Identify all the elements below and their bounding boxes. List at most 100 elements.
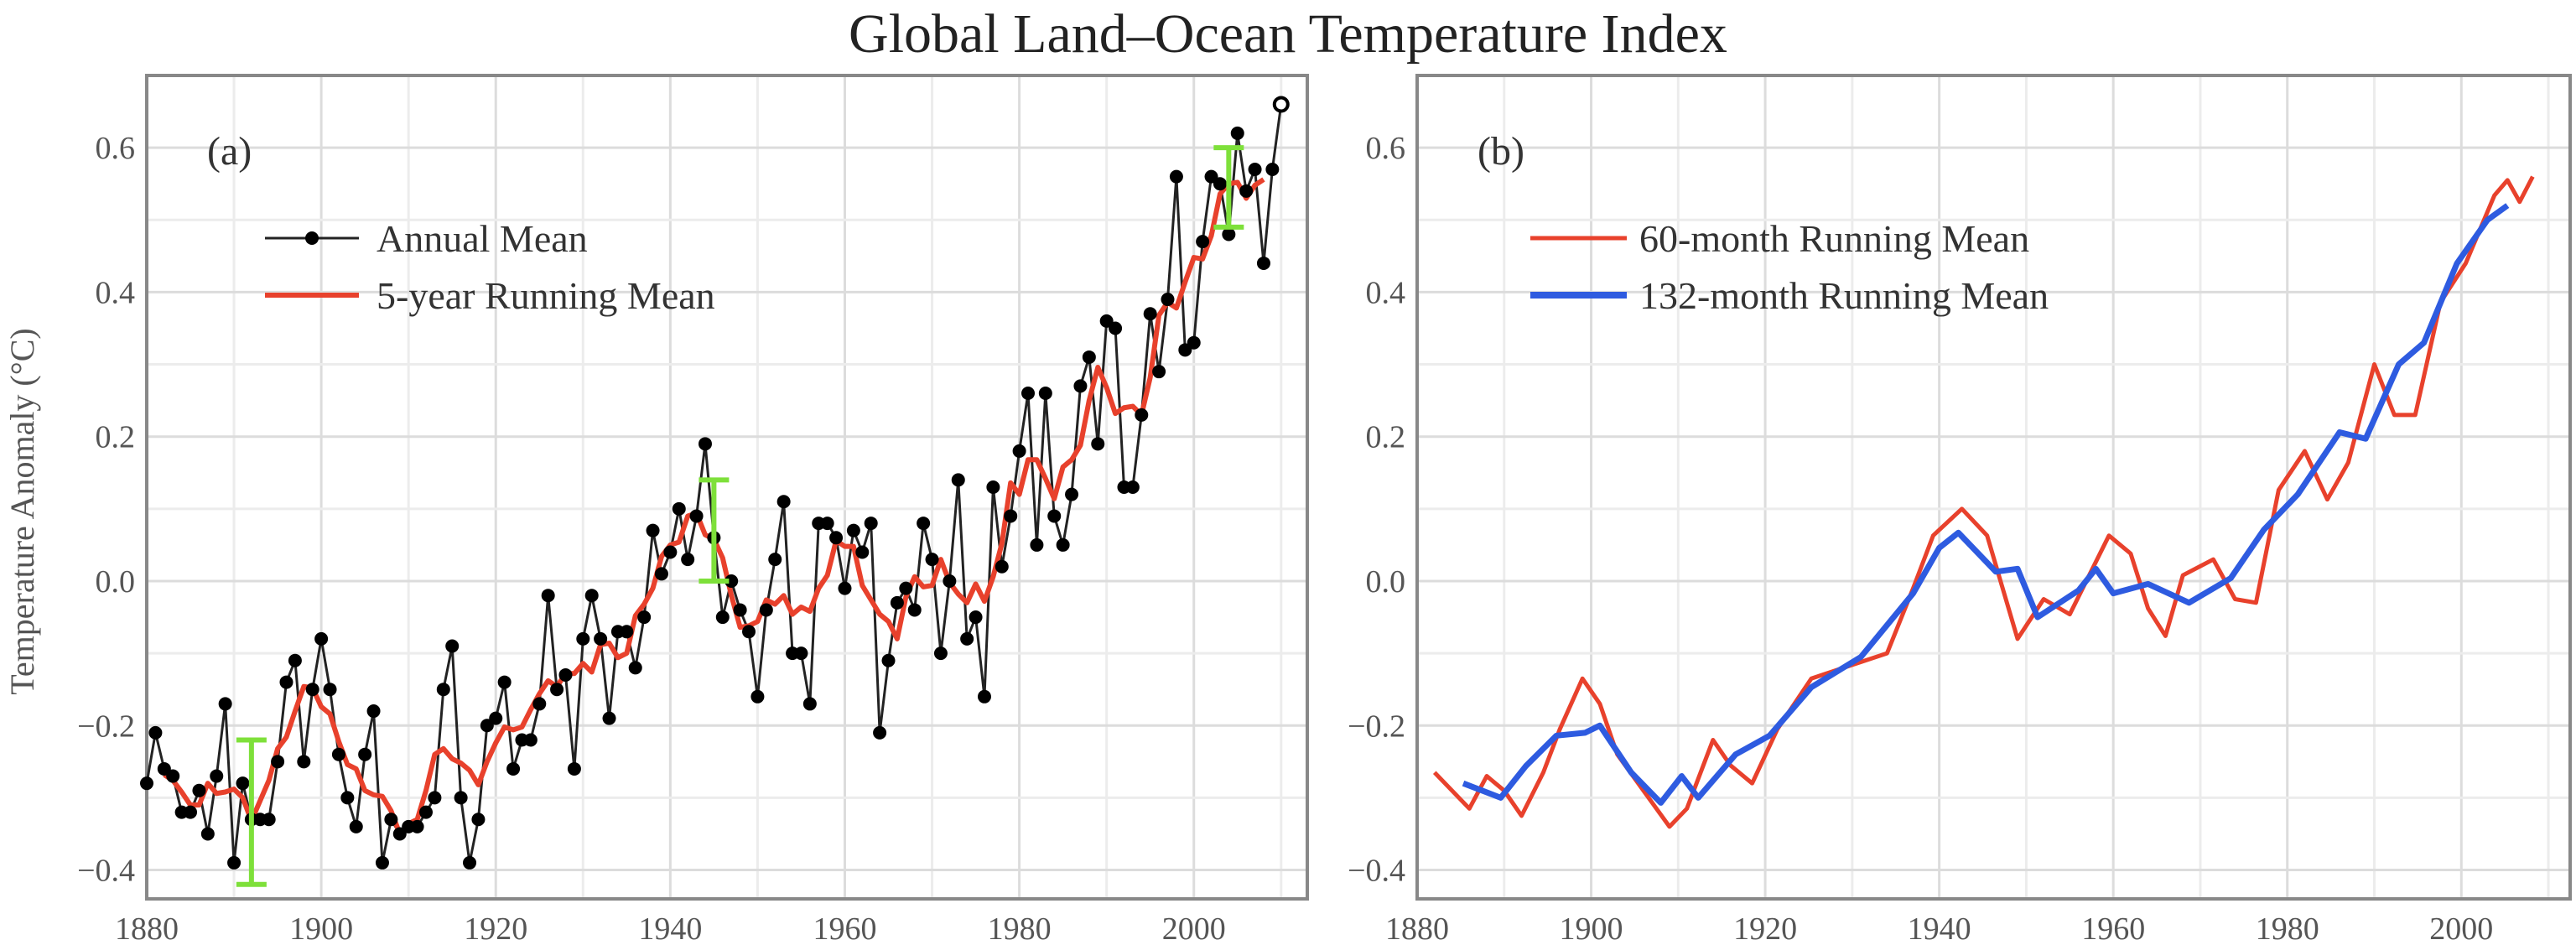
annual-mean-point — [279, 675, 293, 689]
annual-mean-point — [637, 610, 652, 625]
annual-mean-point — [1187, 335, 1201, 350]
annual-mean-point — [271, 755, 285, 769]
x-tick-label: 1880 — [1385, 911, 1449, 945]
x-tick-label: 1940 — [1908, 911, 1971, 945]
annual-mean-point — [323, 683, 337, 697]
annual-mean-point — [305, 683, 319, 697]
annual-mean-point — [594, 631, 608, 646]
annual-mean-point — [1230, 126, 1244, 140]
annual-mean-point — [802, 697, 817, 711]
annual-mean-point — [375, 855, 389, 870]
annual-mean-point — [768, 553, 782, 567]
annual-mean-point — [428, 791, 442, 805]
annual-mean-point — [899, 581, 913, 595]
legend-label: 60-month Running Mean — [1639, 217, 2029, 260]
annual-mean-point — [1047, 509, 1062, 523]
y-tick-label: 0.0 — [1366, 564, 1406, 600]
annual-mean-point — [1213, 177, 1227, 191]
legend-label: 5-year Running Mean — [377, 274, 715, 317]
annual-mean-point — [977, 689, 991, 704]
annual-mean-point — [567, 761, 581, 776]
annual-mean-point — [750, 689, 765, 704]
plot-frame — [1415, 74, 2572, 901]
annual-mean-point — [689, 509, 704, 523]
x-tick-label: 1960 — [813, 911, 876, 945]
annual-mean-point — [672, 501, 686, 516]
y-tick-label: −0.2 — [1348, 709, 1405, 744]
annual-mean-point — [184, 805, 198, 819]
y-tick-label: −0.4 — [77, 854, 135, 889]
legend-annual-marker — [305, 231, 319, 245]
x-tick-label: 1980 — [2256, 911, 2319, 945]
annual-mean-point — [881, 653, 896, 667]
annual-mean-point — [907, 603, 922, 617]
annual-mean-point — [943, 574, 957, 588]
annual-mean-point — [1169, 169, 1183, 184]
annual-mean-point — [297, 755, 311, 769]
y-tick-label: 0.2 — [96, 420, 136, 455]
annual-mean-point — [1065, 487, 1079, 501]
annual-mean-point — [820, 517, 834, 531]
annual-mean-point — [917, 517, 931, 531]
x-tick-label: 1920 — [464, 911, 527, 945]
annual-mean-point — [1272, 96, 1290, 113]
panel-label: (b) — [1478, 129, 1524, 174]
annual-mean-point — [1038, 387, 1052, 401]
annual-mean-point — [1222, 227, 1236, 241]
annual-mean-point — [584, 589, 599, 603]
annual-mean-point — [742, 625, 756, 639]
plot-frame — [145, 74, 1309, 901]
annual-mean-point — [436, 683, 450, 697]
annual-mean-point — [418, 805, 433, 819]
annual-mean-point — [210, 769, 224, 783]
annual-mean-point — [681, 553, 695, 567]
x-tick-label: 1940 — [638, 911, 702, 945]
annual-mean-point — [1030, 537, 1044, 552]
panel-b: 1880 1900 1920 1940 1960 1980 2000 −0.4 −0.2 0.0 0… — [1348, 74, 2572, 945]
y-tick-label: −0.4 — [1348, 854, 1405, 889]
annual-mean-point — [218, 697, 232, 711]
y-axis-label: Temperature Anomaly (°C) — [3, 328, 41, 695]
x-tick-label: 1960 — [2081, 911, 2145, 945]
annual-mean-point — [1239, 184, 1254, 198]
annual-mean-point — [890, 595, 904, 610]
panel-label: (a) — [207, 129, 252, 174]
y-tick-label: −0.2 — [77, 709, 135, 744]
running-mean-60-month-line — [1432, 175, 2535, 829]
annual-mean-point — [995, 559, 1009, 574]
annual-mean-point — [384, 813, 398, 827]
annual-mean-point — [1256, 256, 1270, 270]
annual-mean-point — [262, 813, 276, 827]
annual-mean-point — [715, 610, 730, 625]
annual-mean-point — [698, 437, 712, 451]
annual-mean-point — [873, 725, 887, 740]
annual-mean-point — [1265, 162, 1280, 176]
annual-mean-point — [166, 769, 180, 783]
annual-mean-point — [523, 733, 538, 747]
annual-mean-point — [445, 639, 460, 653]
annual-mean-point — [1082, 350, 1096, 364]
annual-mean-point — [986, 480, 1000, 494]
annual-mean-point — [192, 783, 206, 797]
running-mean-132-month-line — [1462, 203, 2510, 806]
annual-mean-point — [1091, 437, 1105, 451]
panel-a: 1880 1900 1920 1940 1960 1980 2000 −0.4 −0.2 0.0 0… — [77, 74, 1309, 945]
annual-mean-point — [340, 791, 355, 805]
annual-mean-point — [314, 631, 329, 646]
annual-mean-point — [506, 761, 521, 776]
annual-mean-point — [471, 813, 486, 827]
annual-mean-point — [463, 855, 477, 870]
x-tick-label: 2000 — [1162, 911, 1226, 945]
y-tick-label: 0.0 — [96, 564, 136, 600]
annual-mean-point — [794, 646, 808, 661]
annual-mean-point — [759, 603, 773, 617]
annual-mean-point — [1125, 480, 1140, 494]
y-tick-label: 0.6 — [96, 131, 136, 166]
annual-mean-point — [366, 704, 381, 719]
legend-label: Annual Mean — [377, 217, 588, 260]
annual-mean-point — [969, 610, 983, 625]
annual-mean-point — [1248, 162, 1262, 176]
annual-mean-point — [410, 819, 424, 833]
annual-mean-point — [497, 675, 512, 689]
